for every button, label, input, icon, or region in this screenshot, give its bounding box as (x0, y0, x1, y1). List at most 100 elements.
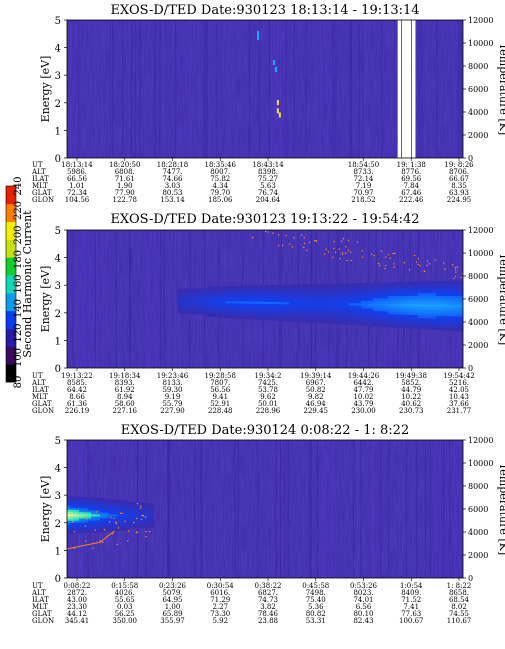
heatmap-cell (288, 316, 293, 320)
heatmap-cell (393, 321, 398, 325)
heatmap-cell (450, 283, 455, 288)
heatmap-cell (100, 517, 104, 521)
heatmap-cell (70, 502, 74, 506)
heatmap-cell (118, 499, 122, 502)
heatmap-cell (444, 318, 449, 322)
heatmap-cell (82, 528, 86, 532)
heatmap-cell (240, 295, 245, 298)
heatmap-cell (294, 306, 299, 309)
heatmap-cell (73, 511, 77, 515)
heatmap-cell (219, 315, 224, 318)
heatmap-cell (405, 289, 410, 294)
heatmap-cell (357, 295, 362, 299)
heatmap-cell (285, 305, 290, 309)
temperature-point (116, 543, 118, 546)
heatmap-cell (139, 524, 143, 527)
heatmap-cell (151, 525, 155, 528)
heatmap-cell (118, 504, 122, 508)
heatmap-cell (118, 508, 122, 511)
heatmap-cell (393, 303, 398, 307)
heatmap-cell (189, 303, 194, 306)
heatmap-cell (201, 295, 206, 298)
heatmap-cell (366, 307, 371, 311)
heatmap-cell (133, 512, 137, 515)
heatmap-cell (222, 298, 227, 302)
heatmap-cell (97, 500, 101, 503)
heatmap-cell (432, 292, 437, 296)
heatmap-cell (261, 293, 266, 296)
heatmap-cell (417, 295, 422, 299)
temperature-point (341, 252, 343, 254)
heatmap-streak (115, 230, 117, 368)
heatmap-streak (276, 20, 278, 158)
heatmap-cell (136, 507, 140, 510)
heatmap-cell (282, 308, 287, 311)
heatmap-cell (288, 291, 293, 294)
heatmap-cell (312, 304, 317, 308)
heatmap-cell (198, 298, 203, 301)
heatmap-cell (393, 305, 398, 310)
table-cell: 6016. (210, 589, 230, 597)
table-cell: 0:23:26 (159, 582, 187, 590)
heatmap-cell (201, 293, 206, 296)
heatmap-cell (186, 301, 191, 305)
heatmap-cell (426, 320, 431, 324)
heatmap-streak (425, 440, 427, 578)
heatmap-cell (450, 324, 455, 328)
heatmap-cell (333, 311, 338, 315)
heatmap-cell (363, 310, 368, 314)
heatmap-cell (333, 300, 338, 303)
heatmap-cell (145, 515, 149, 519)
heatmap-cell (204, 312, 209, 316)
heatmap-cell (285, 286, 290, 290)
heatmap-cell (109, 519, 113, 523)
heatmap-streak (135, 20, 137, 158)
heatmap-cell (411, 298, 416, 302)
heatmap-cell (273, 316, 278, 319)
heatmap-cell (127, 521, 131, 524)
temperature-point (334, 251, 337, 253)
heatmap-cell (435, 326, 440, 330)
y-tick-label: 3 (55, 491, 61, 502)
temperature-point (460, 276, 462, 279)
heatmap-streak (274, 20, 276, 158)
heatmap-cell (348, 297, 353, 301)
heatmap-cell (121, 526, 125, 529)
table-row-label: GLON (32, 617, 54, 625)
heatmap-streak (321, 440, 323, 578)
table-cell: 67.46 (401, 189, 422, 197)
heatmap-cell (234, 295, 239, 298)
heatmap-cell (225, 295, 230, 298)
heatmap-cell (444, 321, 449, 325)
heatmap-cells (72, 230, 464, 368)
table-cell: 50.82 (306, 386, 326, 394)
heatmap-cell (243, 291, 248, 294)
heatmap-cell (234, 291, 239, 294)
table-cell: 74.01 (353, 596, 373, 604)
table-cell: 19:44:26 (348, 372, 380, 380)
heatmap-cell (363, 287, 368, 291)
heatmap-cell (399, 282, 404, 286)
heatmap-cell (297, 299, 302, 303)
heatmap-cell (309, 308, 314, 312)
heatmap-cell (336, 285, 341, 289)
heatmap-cell (348, 319, 353, 323)
heatmap-cell (112, 519, 116, 522)
heatmap-cell (76, 530, 80, 534)
table-cell: 228.48 (208, 407, 233, 415)
heatmap-cell (357, 290, 362, 294)
heatmap-cell (145, 512, 149, 515)
heatmap-cell (309, 288, 314, 292)
heatmap-cell (257, 35, 260, 41)
heatmap-cell (85, 507, 89, 511)
heatmap-streak (160, 440, 162, 578)
heatmap-cell (300, 299, 305, 303)
heatmap-streak (388, 440, 390, 578)
heatmap-cell (366, 285, 371, 289)
temperature-point (303, 237, 305, 239)
heatmap-cell (112, 514, 116, 517)
heatmap-cell (372, 310, 377, 314)
heatmap-cell (234, 306, 239, 310)
heatmap-cell (441, 326, 446, 331)
heatmap-cell (106, 502, 110, 505)
